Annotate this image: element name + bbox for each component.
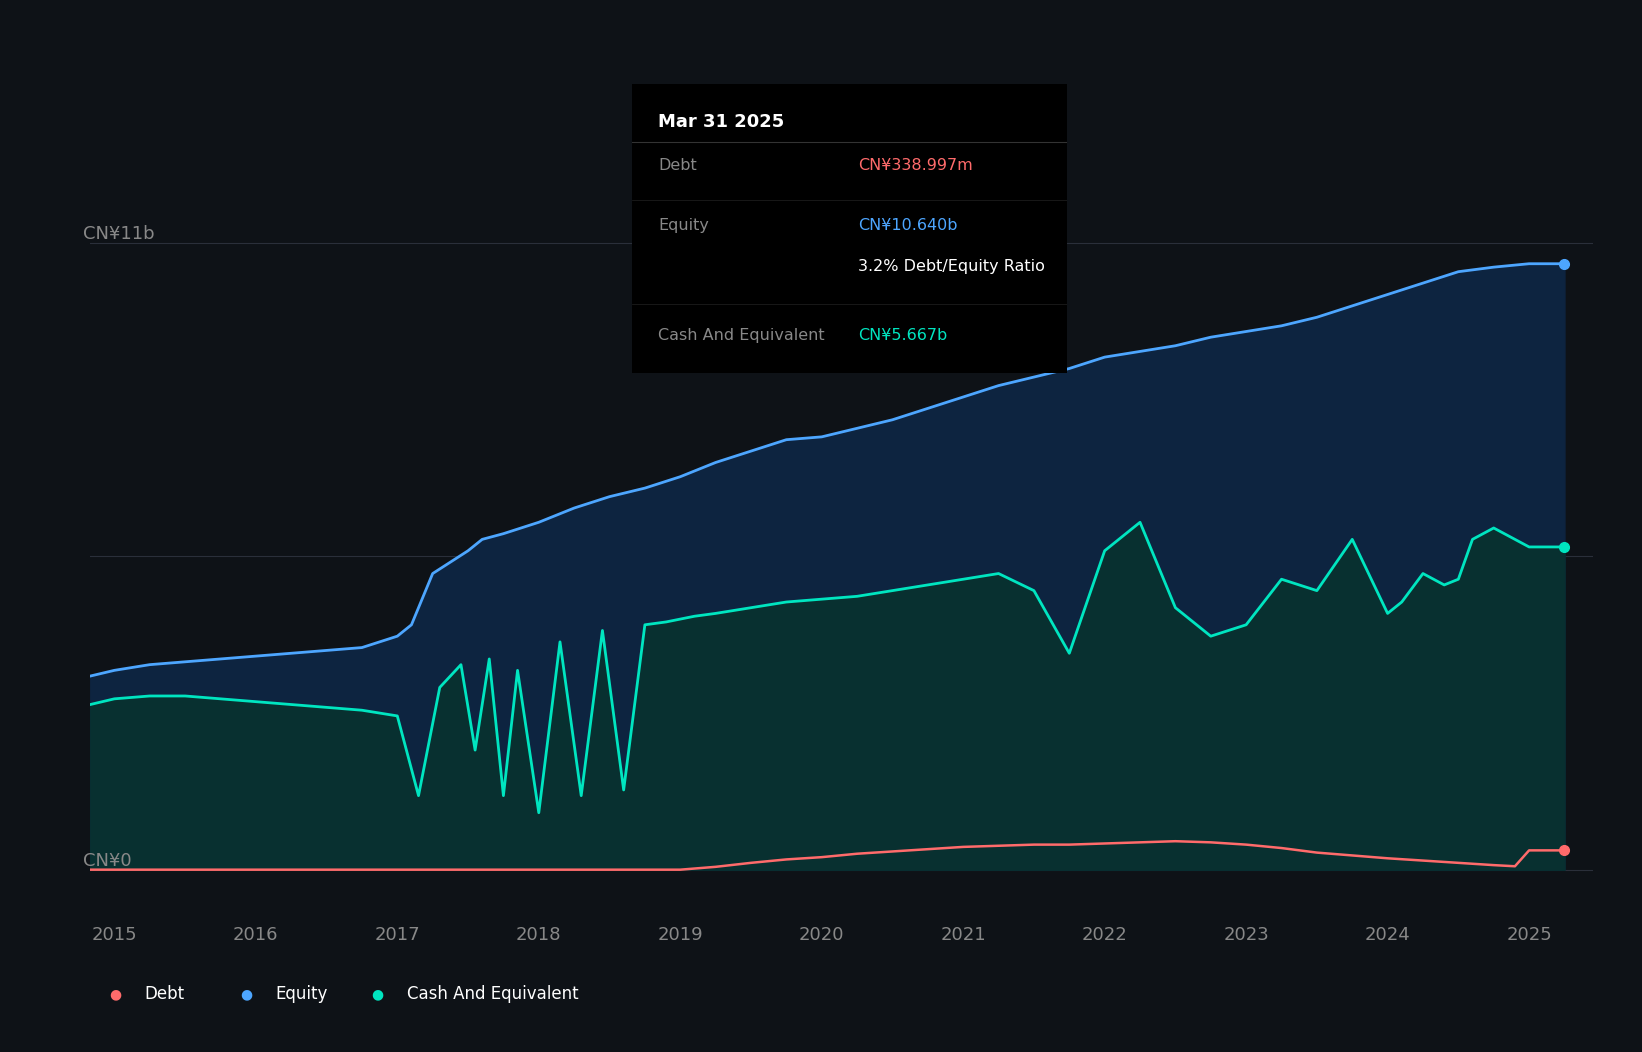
Text: CN¥10.640b: CN¥10.640b bbox=[859, 219, 957, 234]
Text: CN¥11b: CN¥11b bbox=[82, 225, 154, 243]
Text: Equity: Equity bbox=[276, 985, 328, 1004]
Text: Equity: Equity bbox=[658, 219, 709, 234]
Text: ●: ● bbox=[371, 987, 384, 1002]
Text: CN¥0: CN¥0 bbox=[82, 852, 131, 870]
Text: ●: ● bbox=[108, 987, 122, 1002]
Text: CN¥5.667b: CN¥5.667b bbox=[859, 328, 947, 343]
Text: Cash And Equivalent: Cash And Equivalent bbox=[407, 985, 580, 1004]
Text: Debt: Debt bbox=[658, 158, 696, 173]
Text: Debt: Debt bbox=[144, 985, 184, 1004]
Text: ●: ● bbox=[240, 987, 253, 1002]
Text: CN¥338.997m: CN¥338.997m bbox=[859, 158, 974, 173]
Text: Mar 31 2025: Mar 31 2025 bbox=[658, 113, 785, 132]
Text: 3.2% Debt/Equity Ratio: 3.2% Debt/Equity Ratio bbox=[859, 259, 1046, 274]
Text: Cash And Equivalent: Cash And Equivalent bbox=[658, 328, 824, 343]
